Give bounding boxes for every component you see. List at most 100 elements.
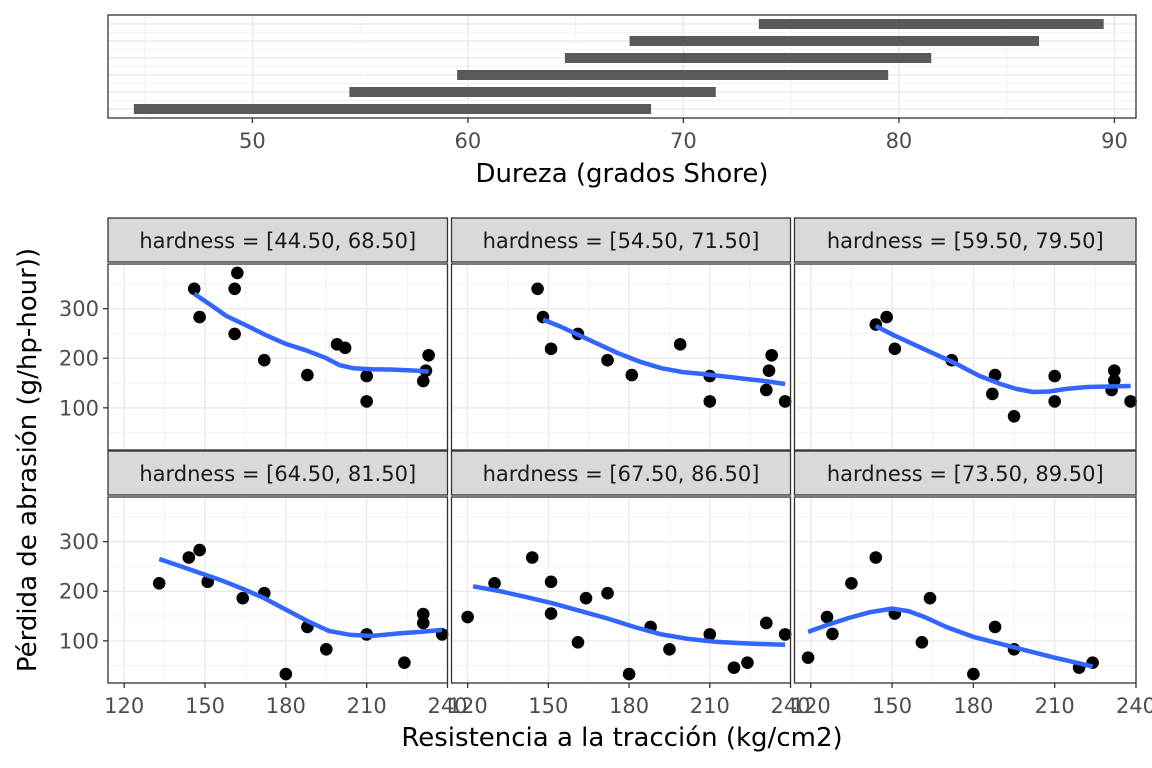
x-tick-label: 180 [266,694,306,718]
facet-strip [107,217,449,263]
data-point [915,636,929,649]
data-point [988,368,1002,382]
data-point [187,282,201,296]
x-tick-label: 210 [1035,694,1075,718]
top-panel-border [107,14,1137,119]
data-point [1007,409,1021,423]
facet-strip [450,217,792,263]
data-point [845,577,858,590]
facet-strip [793,450,1137,496]
data-point [1048,369,1061,383]
data-point [193,310,206,324]
x-tick-label: 120 [791,694,831,718]
data-point [544,575,558,589]
data-point [765,348,778,362]
smooth-trend-line [874,323,1131,395]
x-tick-label: 120 [448,694,488,718]
data-point [820,610,834,624]
data-point [416,607,430,621]
data-point [601,353,614,367]
facet-border [450,496,792,684]
facet-panel: hardness = [67.50, 86.50] 120 150 180 210 240 [448,450,811,718]
facet-border [793,496,1137,684]
data-point [319,642,333,656]
data-point [888,342,902,356]
hardness-axis-label: Dureza (grados Shore) [475,159,768,189]
abrasion-axis-label: Pérdida de abrasión (g/hp-hour)) [13,248,43,672]
top-x-tick-label: 70 [670,129,697,153]
facet-panel: hardness = [73.50, 89.50] 120 150 180 210 240 [791,450,1152,718]
data-point [923,591,937,605]
data-point [869,551,883,564]
data-point [461,610,474,624]
hardness-range-bar [349,87,716,97]
data-point [525,551,539,564]
x-tick-label: 150 [528,694,568,718]
data-point [193,543,206,557]
data-point [762,364,776,377]
facet-strip-label: hardness = [64.50, 81.50] [139,462,416,486]
facet-border [107,496,449,684]
data-point [360,395,373,408]
data-point [579,591,593,605]
smooth-trend-line [807,606,1094,669]
data-point [778,628,792,641]
top-x-tick-label: 50 [239,129,266,153]
facet-panel: hardness = [64.50, 81.50] 100 200 300 120 150… [59,450,468,718]
facet-strip-label: hardness = [44.50, 68.50] [139,229,416,253]
data-point [703,628,717,641]
data-point [1048,395,1061,408]
data-point [279,667,293,681]
x-tick-label: 180 [609,694,649,718]
facet-panel: hardness = [44.50, 68.50] 100 200 300 [59,217,449,451]
x-tick-label: 240 [1116,694,1152,718]
data-point [727,661,741,674]
data-point [801,651,815,665]
data-point [398,656,411,669]
data-point [360,369,373,383]
tensile-axis-label: Resistencia a la tracción (kg/cm2) [401,723,842,753]
data-point [257,353,271,367]
facet-background [794,264,1136,450]
y-tick-label: 300 [59,530,99,554]
x-tick-label: 210 [690,694,730,718]
data-point [967,667,980,681]
data-point [673,338,687,351]
smooth-trend-line [472,584,786,648]
data-point [759,616,773,630]
data-point [988,620,1002,634]
data-point [228,282,241,296]
data-point [778,395,792,408]
facet-background [108,497,448,683]
y-tick-label: 200 [59,347,99,371]
facet-background [108,264,448,450]
facet-strip-label: hardness = [54.50, 71.50] [483,229,760,253]
data-point [228,327,241,341]
data-point [416,616,430,630]
hardness-range-bar [457,70,889,80]
y-tick-label: 100 [59,396,99,420]
x-tick-label: 150 [872,694,912,718]
y-tick-label: 300 [59,297,99,321]
data-point [571,636,585,649]
data-point [703,395,717,408]
data-point [601,586,614,600]
x-tick-label: 210 [347,694,387,718]
y-tick-label: 100 [59,629,99,653]
smooth-trend-line [158,556,443,639]
data-point [544,342,558,356]
x-tick-label: 240 [427,694,467,718]
data-point [544,607,558,620]
facet-strip-label: hardness = [67.50, 86.50] [483,462,760,486]
smooth-trend-line [542,317,786,387]
data-point [1124,395,1137,408]
facet-strip [793,217,1137,263]
data-point [338,341,352,355]
data-point [622,667,636,681]
data-point [182,551,196,564]
data-point [880,310,893,324]
x-tick-label: 180 [953,694,993,718]
data-point [1108,374,1121,387]
facet-background [794,497,1136,683]
